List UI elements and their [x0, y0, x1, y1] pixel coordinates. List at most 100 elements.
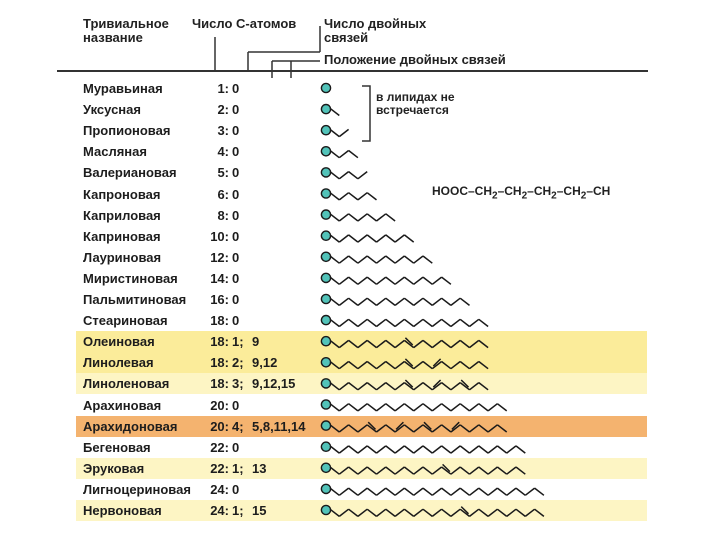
- acid-name: Нервоновая: [83, 503, 162, 518]
- acid-double-bond-positions: 13: [252, 460, 267, 476]
- acid-double-bond-count: 4;: [232, 418, 244, 434]
- acid-double-bond-count: 0: [232, 481, 240, 497]
- acid-double-bond-count: 0: [232, 270, 240, 286]
- header-trivial-name: Тривиальное название: [83, 17, 169, 45]
- acid-name: Лауриновая: [83, 249, 162, 265]
- acid-carbon-count: 18:: [210, 313, 229, 329]
- acid-carbon-count: 4:: [217, 144, 229, 160]
- acid-row: Лигноцериновая 24: 0: [76, 479, 647, 500]
- acid-carbon-count: 8:: [217, 207, 229, 223]
- acid-carbon-count: 3:: [217, 123, 229, 139]
- acid-double-bond-count: 1;: [232, 334, 244, 350]
- acid-double-bond-count: 0: [232, 102, 240, 118]
- acid-row: Линолевая 18: 2; 9,12: [76, 352, 647, 374]
- acid-name: Капроновая: [83, 186, 161, 202]
- acid-name: Уксусная: [83, 102, 141, 118]
- formula-sub-8: 2: [580, 190, 587, 202]
- acid-name: Каприновая: [83, 228, 161, 244]
- acid-carbon-count: 14:: [210, 270, 229, 286]
- acid-double-bond-count: 0: [232, 313, 240, 329]
- header-double-bond-positions: Положение двойных связей: [324, 52, 506, 67]
- acid-carbon-count: 16:: [210, 292, 229, 307]
- acid-double-bond-positions: 9: [252, 334, 260, 350]
- acid-carbon-count: 18:: [210, 334, 229, 350]
- not-in-lipids-note: в липидах не встречается: [376, 91, 455, 117]
- acid-name: Стеариновая: [83, 313, 168, 329]
- acid-row: Пропионовая 3: 0: [76, 120, 647, 141]
- acid-double-bond-count: 0: [232, 228, 240, 244]
- acid-carbon-count: 10:: [210, 228, 229, 244]
- formula-part-1: –CH: [468, 184, 493, 198]
- acid-name: Пальмитиновая: [83, 292, 187, 307]
- acid-name: Олеиновая: [83, 334, 155, 350]
- header-double-bonds: Число двойных связей: [324, 17, 426, 45]
- acid-double-bond-positions: 9,12: [252, 355, 278, 371]
- acid-row: Эруковая 22: 1; 13: [76, 457, 647, 479]
- acid-carbon-count: 20:: [210, 418, 229, 434]
- acid-double-bond-count: 0: [232, 249, 240, 265]
- note-line2: встречается: [376, 103, 449, 117]
- header-carbon-count: Число С-атомов: [192, 16, 297, 31]
- acid-double-bond-count: 0: [232, 207, 240, 223]
- acid-double-bond-count: 0: [232, 123, 240, 139]
- acid-row: Арахиновая 20: 0: [76, 395, 647, 416]
- acid-row: Каприновая 10: 0: [76, 226, 647, 247]
- acid-carbon-count: 24:: [210, 503, 229, 518]
- acid-row: Пальмитиновая 16: 0: [76, 289, 647, 310]
- acid-double-bond-count: 0: [232, 186, 240, 202]
- acid-row: Нервоновая 24: 1; 15: [76, 500, 647, 521]
- acid-carbon-count: 1:: [217, 81, 229, 96]
- acid-name: Муравьиная: [83, 81, 163, 96]
- formula-part-9: –CH: [586, 184, 611, 198]
- acid-name: Каприловая: [83, 207, 161, 223]
- acid-carbon-count: 5:: [217, 165, 229, 181]
- acid-carbon-count: 24:: [210, 481, 229, 497]
- acid-name: Валериановая: [83, 165, 177, 181]
- formula-part-0: HOOC: [432, 184, 468, 198]
- acid-double-bond-positions: 9,12,15: [252, 376, 296, 392]
- acid-carbon-count: 20:: [210, 397, 229, 413]
- acid-double-bond-count: 0: [232, 439, 240, 455]
- acid-name: Масляная: [83, 144, 147, 160]
- acid-carbon-count: 18:: [210, 376, 229, 392]
- acid-name: Бегеновая: [83, 439, 151, 455]
- formula-part-7: –CH: [556, 184, 581, 198]
- acid-name: Эруковая: [83, 460, 145, 476]
- acid-double-bond-count: 1;: [232, 460, 244, 476]
- acid-row: Уксусная 2: 0: [76, 99, 647, 120]
- acid-double-bond-count: 0: [232, 81, 240, 96]
- acid-row: Линоленовая 18: 3; 9,12,15: [76, 373, 647, 395]
- acid-double-bond-positions: 15: [252, 503, 267, 518]
- acid-row: Лауриновая 12: 0: [76, 247, 647, 268]
- acid-double-bond-count: 0: [232, 397, 240, 413]
- acid-carbon-count: 6:: [217, 186, 229, 202]
- acid-carbon-count: 22:: [210, 439, 229, 455]
- acid-double-bond-count: 0: [232, 292, 240, 307]
- acid-row: Миристиновая 14: 0: [76, 268, 647, 289]
- chain-formula: HOOC–CH2–CH2–CH2–CH2–CH: [432, 184, 610, 201]
- acid-row: Стеариновая 18: 0: [76, 310, 647, 331]
- note-line1: в липидах не: [376, 90, 455, 104]
- acid-row: Муравьиная 1: 0: [76, 78, 647, 99]
- acid-carbon-count: 22:: [210, 460, 229, 476]
- header-trivial-name-line2: название: [83, 30, 143, 45]
- acid-name: Линоленовая: [83, 376, 170, 392]
- acid-name: Миристиновая: [83, 270, 178, 286]
- header-trivial-name-line1: Тривиальное: [83, 16, 169, 31]
- formula-sub-6: 2: [551, 190, 557, 202]
- acid-row: Арахидоновая 20: 4; 5,8,11,14: [76, 415, 647, 437]
- acid-carbon-count: 2:: [217, 102, 229, 118]
- acid-double-bond-count: 3;: [232, 376, 244, 392]
- acid-row: Олеиновая 18: 1; 9: [76, 331, 647, 353]
- formula-part-3: –CH: [497, 184, 522, 198]
- formula-part-5: –CH: [527, 184, 552, 198]
- acid-double-bond-count: 0: [232, 144, 240, 160]
- acid-carbon-count: 18:: [210, 355, 229, 371]
- formula-sub-2: 2: [492, 190, 498, 202]
- acid-double-bond-count: 1;: [232, 503, 244, 518]
- acid-name: Лигноцериновая: [83, 481, 191, 497]
- acid-name: Арахидоновая: [83, 418, 178, 434]
- acid-double-bond-positions: 5,8,11,14: [252, 418, 306, 434]
- acid-carbon-count: 12:: [210, 249, 229, 265]
